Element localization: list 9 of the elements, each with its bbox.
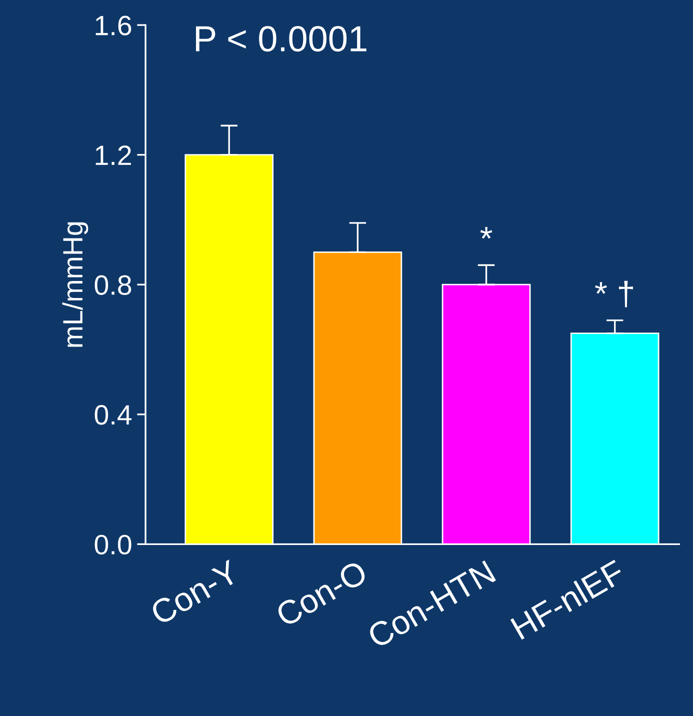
annotation: * †: [595, 280, 634, 308]
y-tick-label: 0.4: [94, 405, 132, 425]
y-axis-title: mL/mmHg: [62, 222, 88, 347]
annotation: P < 0.0001: [196, 26, 366, 52]
y-tick-label: 1.6: [96, 16, 132, 36]
y-tick-label: 0.8: [94, 275, 132, 295]
annotation: *: [480, 226, 492, 239]
y-tick-label: 0.0: [94, 534, 132, 554]
y-tick-label: 1.2: [96, 146, 131, 165]
